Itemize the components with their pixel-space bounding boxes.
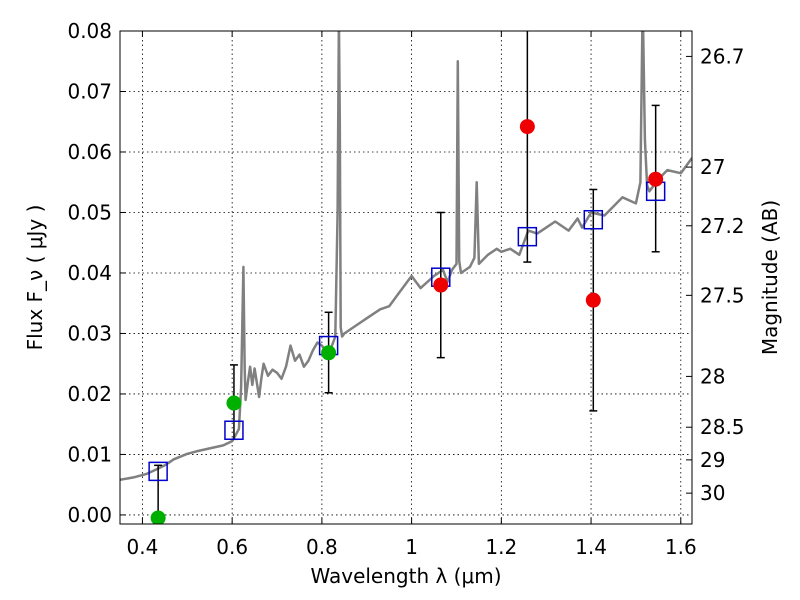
x-tick-label: 1.2 (485, 535, 517, 559)
grid-lines (120, 30, 692, 524)
observed-flux-point (648, 171, 664, 187)
observed-flux-point (226, 395, 242, 411)
right-tick-label: 27 (700, 155, 725, 179)
right-tick-label: 29 (700, 448, 725, 472)
observed-flux-point (321, 345, 337, 361)
axes: 0.4 0.6 0.8 1 1.2 1.4 1.6 0.00 0.01 0.02 0.03 0.04 0… (67, 19, 744, 559)
observed-flux-point (433, 277, 449, 293)
model-photometry-square (148, 461, 168, 482)
y-tick-label: 0.06 (67, 140, 112, 164)
observed-flux-point (585, 292, 601, 308)
right-tick-label: 30 (700, 481, 725, 505)
x-tick-label: 1.6 (665, 535, 697, 559)
observed-flux-point (150, 510, 166, 524)
x-tick-label: 0.4 (127, 535, 159, 559)
right-tick-label: 26.7 (700, 44, 745, 68)
x-tick-label: 1.4 (575, 535, 607, 559)
right-tick-label: 28 (700, 364, 725, 388)
y-tick-label: 0.00 (67, 503, 112, 527)
y-tick-label: 0.05 (67, 200, 112, 224)
y-tick-label: 0.03 (67, 321, 112, 345)
x-tick-label: 1 (405, 535, 418, 559)
plot-area (120, 31, 692, 524)
x-tick-label: 0.8 (306, 535, 338, 559)
y-tick-label: 0.02 (67, 382, 112, 406)
right-tick-label: 27.2 (700, 214, 745, 238)
right-axis-label: Magnitude (AB) (758, 200, 782, 355)
model-spectrum-line (120, 31, 692, 482)
model-photometry-square (224, 420, 244, 440)
observed-flux-point (519, 119, 535, 135)
y-tick-label: 0.07 (67, 79, 112, 103)
y-tick-label: 0.01 (67, 442, 112, 466)
model-photometry-square (583, 209, 604, 230)
model-photometry-square (517, 226, 538, 247)
x-tick-label: 0.6 (216, 535, 248, 559)
y-axis-label: Flux F_ν ( μJy ) (23, 205, 47, 351)
y-tick-label: 0.08 (67, 19, 112, 43)
right-tick-label: 27.5 (700, 283, 745, 307)
plot-frame (119, 30, 693, 525)
x-axis-label: Wavelength λ (μm) (310, 564, 501, 588)
right-tick-label: 28.5 (700, 415, 745, 439)
y-tick-label: 0.04 (67, 261, 112, 285)
